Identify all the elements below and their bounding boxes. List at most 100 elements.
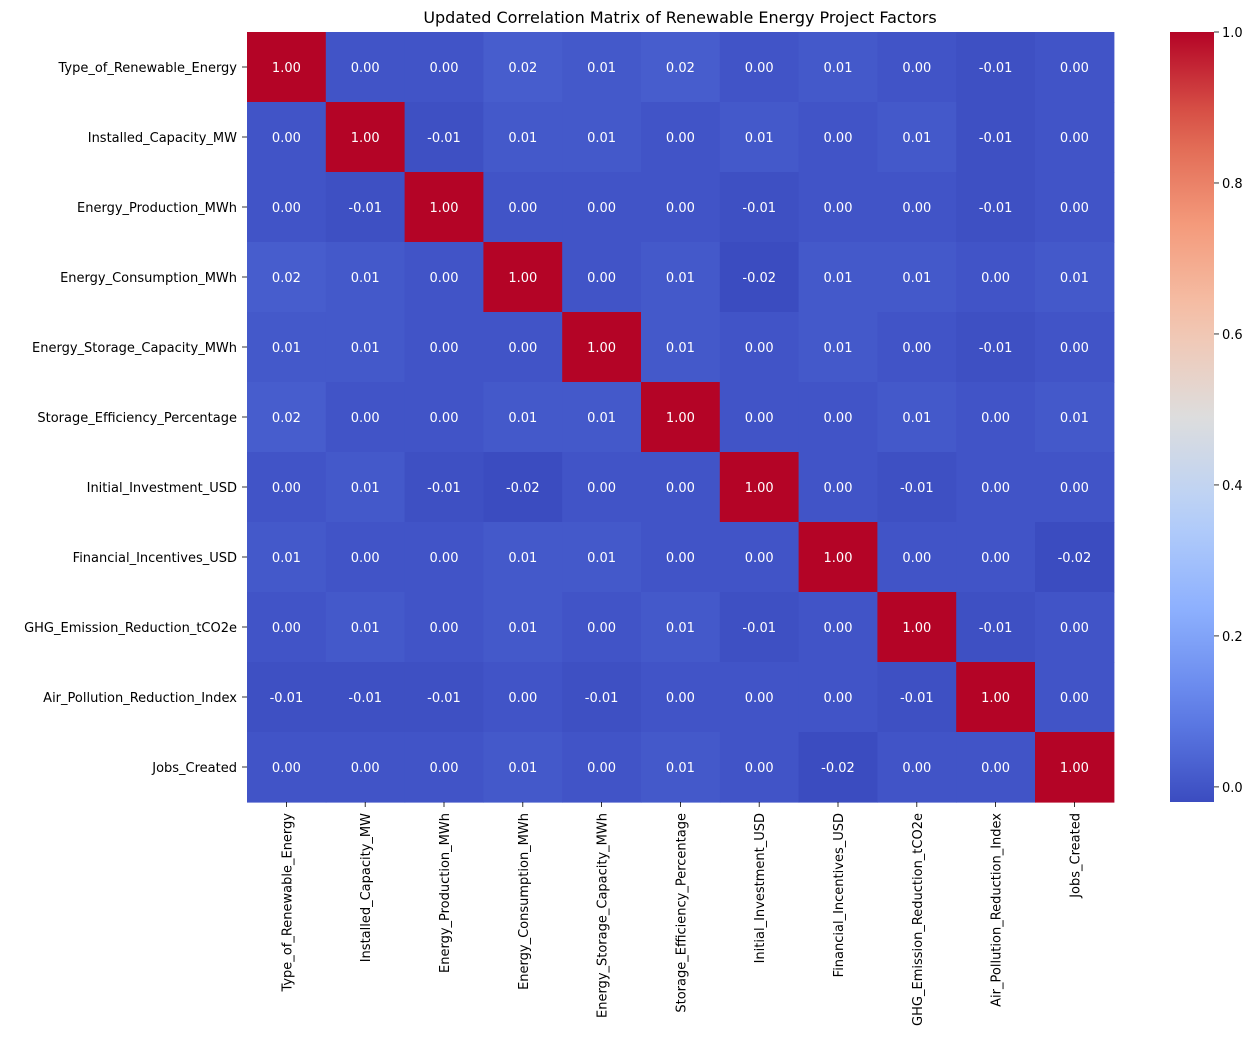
cell-value-label: -0.02 (821, 761, 855, 776)
heatmap-cell (404, 662, 484, 733)
heatmap-cells: 1.00 0.00 0.00 0.02 0.01 0.02 0.00 0.01 0.00 -0.0… (247, 32, 1115, 803)
column-tick-label: Installed_Capacity_MW (359, 813, 374, 962)
cell-value-label: 0.02 (666, 61, 695, 76)
heatmap-cell (325, 662, 406, 733)
cell-value-label: 0.02 (272, 271, 301, 286)
heatmap-cell (562, 522, 642, 593)
heatmap-cell (483, 732, 563, 803)
cell-value-label: 0.00 (351, 61, 380, 76)
heatmap-cell (798, 242, 878, 313)
heatmap-cell (798, 382, 878, 453)
heatmap-cell (641, 312, 721, 383)
cell-value-label: 1.00 (745, 481, 774, 496)
colorbar-tick-label: 0.2 (1222, 630, 1243, 645)
cell-value-label: 0.00 (1060, 621, 1089, 636)
heatmap-cell (483, 312, 563, 383)
cell-value-label: 0.01 (902, 131, 931, 146)
row-tick-label: GHG_Emission_Reduction_tCO2e (24, 621, 237, 636)
heatmap-cell (1035, 592, 1115, 663)
cell-value-label: 0.00 (272, 481, 301, 496)
heatmap-cell (877, 592, 957, 663)
cell-value-label: 0.00 (902, 551, 931, 566)
row-tick-label: Initial_Investment_USD (87, 481, 237, 496)
cell-value-label: 1.00 (666, 411, 695, 426)
cell-value-label: 1.00 (430, 201, 459, 216)
cell-value-label: 0.00 (666, 201, 695, 216)
heatmap-cell (877, 382, 957, 453)
heatmap-cell (1035, 102, 1115, 173)
cell-value-label: 0.00 (824, 411, 853, 426)
heatmap-cell (325, 592, 406, 663)
cell-value-label: 0.02 (508, 61, 537, 76)
heatmap-cell (641, 102, 721, 173)
heatmap-cell (1035, 242, 1115, 313)
cell-value-label: 0.00 (430, 551, 459, 566)
cell-value-label: 0.00 (981, 271, 1010, 286)
cell-value-label: 0.00 (272, 621, 301, 636)
heatmap-cell (562, 172, 642, 243)
chart-title: Updated Correlation Matrix of Renewable … (423, 8, 936, 27)
heatmap-cell (956, 102, 1036, 173)
heatmap-cell (1035, 32, 1115, 103)
cell-value-label: 0.01 (351, 621, 380, 636)
cell-value-label: 0.00 (1060, 691, 1089, 706)
row-tick-label: Energy_Consumption_MWh (60, 271, 237, 286)
cell-value-label: 0.00 (587, 761, 616, 776)
cell-value-label: 0.00 (745, 341, 774, 356)
cell-value-label: 0.00 (981, 481, 1010, 496)
cell-value-label: 0.00 (272, 201, 301, 216)
cell-value-label: -0.01 (742, 621, 776, 636)
cell-value-label: -0.02 (742, 271, 776, 286)
heatmap-cell (956, 662, 1036, 733)
cell-value-label: 0.01 (666, 271, 695, 286)
heatmap-cell (719, 382, 800, 453)
colorbar-tick-label: 0.8 (1222, 177, 1243, 192)
cell-value-label: 0.01 (272, 551, 301, 566)
colorbar-tick-label: 1.0 (1222, 26, 1243, 41)
heatmap-cell (719, 102, 800, 173)
cell-value-label: 0.00 (1060, 61, 1089, 76)
colorbar: 0.0 0.2 0.4 0.6 0.8 1.0 (1170, 26, 1243, 802)
cell-value-label: 0.01 (351, 341, 380, 356)
cell-value-label: 0.00 (666, 691, 695, 706)
heatmap-cell (956, 312, 1036, 383)
heatmap-cell (956, 732, 1036, 803)
heatmap-cell (956, 382, 1036, 453)
heatmap-cell (798, 592, 878, 663)
column-tick-label: Storage_Efficiency_Percentage (674, 813, 689, 1013)
row-tick-label: Financial_Incentives_USD (73, 551, 237, 566)
heatmap-cell (247, 522, 327, 593)
cell-value-label: 0.01 (745, 131, 774, 146)
heatmap-cell (719, 452, 800, 523)
heatmap-cell (247, 242, 327, 313)
row-tick-label: Installed_Capacity_MW (88, 131, 237, 146)
cell-value-label: 0.00 (981, 551, 1010, 566)
cell-value-label: 0.00 (824, 131, 853, 146)
heatmap-cell (325, 382, 406, 453)
heatmap-cell (641, 172, 721, 243)
cell-value-label: 1.00 (1060, 761, 1089, 776)
heatmap-cell (641, 592, 721, 663)
row-tick-label: Air_Pollution_Reduction_Index (43, 691, 237, 706)
heatmap-cell (562, 242, 642, 313)
heatmap-cell (719, 242, 800, 313)
heatmap-cell (877, 172, 957, 243)
cell-value-label: 0.01 (587, 131, 616, 146)
cell-value-label: -0.01 (900, 481, 934, 496)
cell-value-label: 0.01 (587, 551, 616, 566)
cell-value-label: 0.00 (666, 481, 695, 496)
cell-value-label: -0.01 (979, 201, 1013, 216)
heatmap-cell (483, 382, 563, 453)
cell-value-label: -0.02 (506, 481, 540, 496)
heatmap-cell (483, 452, 563, 523)
cell-value-label: 0.00 (745, 411, 774, 426)
cell-value-label: 0.00 (824, 621, 853, 636)
cell-value-label: 0.00 (587, 201, 616, 216)
heatmap-cell (1035, 522, 1115, 593)
heatmap-cell (404, 312, 484, 383)
heatmap-cell (641, 452, 721, 523)
cell-value-label: 0.00 (430, 411, 459, 426)
heatmap-cell (1035, 312, 1115, 383)
heatmap-cell (719, 592, 800, 663)
heatmap-cell (798, 522, 878, 593)
